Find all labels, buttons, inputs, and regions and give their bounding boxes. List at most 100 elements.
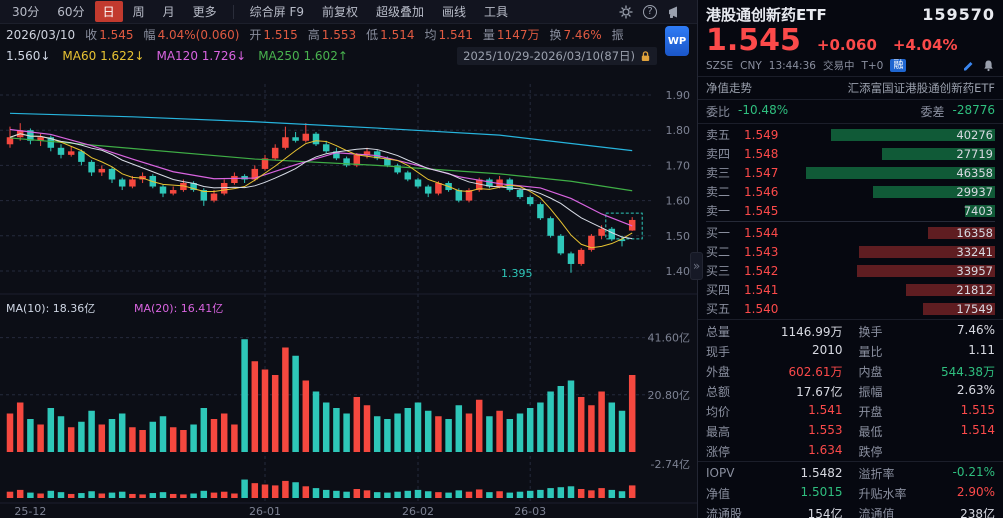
order-book-row-ask[interactable]: 卖五 1.549 40276 [706, 125, 995, 144]
volume-bars [6, 339, 636, 452]
bid-price: 1.544 [744, 225, 779, 240]
stat-流通值: 流通值 238亿 [858, 506, 996, 518]
quote-stat-换: 换 7.46% [549, 28, 602, 42]
bid-level-label: 买五 [706, 302, 731, 316]
mini-volume-bars [6, 479, 636, 498]
period-tab-月[interactable]: 月 [162, 5, 175, 19]
order-book-row-bid[interactable]: 买三 1.542 33957 [706, 261, 995, 280]
menu-item-综合屏 F9[interactable]: 综合屏 F9 [249, 5, 304, 19]
order-book-row-bid[interactable]: 买四 1.541 21812 [706, 280, 995, 299]
order-imbalance-row: 委比 -10.48% 委差 -28776 [698, 100, 1003, 124]
menu-item-画线[interactable]: 画线 [442, 5, 467, 19]
depth-bar-wrap: 46358 [806, 166, 995, 180]
stat-量比: 量比 1.11 [858, 342, 996, 359]
depth-bar [856, 264, 995, 277]
quote-stat-低: 低 1.514 [366, 28, 415, 42]
bid-level-label: 买一 [706, 226, 731, 240]
tab-nav-trend[interactable]: 净值走势 [706, 81, 752, 95]
toolbar-icons: ? [619, 4, 693, 19]
quote-stat-开: 开 1.515 [249, 28, 298, 42]
ask-price: 1.549 [744, 127, 779, 142]
svg-text:25-12: 25-12 [14, 505, 46, 518]
period-tab-更多[interactable]: 更多 [192, 5, 217, 19]
order-book-row-ask[interactable]: 卖一 1.545 7403 [706, 201, 995, 220]
bid-volume: 17549 [956, 301, 993, 316]
date-label: 2026/03/10 [6, 27, 76, 42]
bell-icon[interactable] [982, 59, 995, 72]
period-tab-周[interactable]: 周 [132, 5, 145, 19]
menu-item-工具[interactable]: 工具 [484, 5, 509, 19]
svg-text:MA(10): 18.36亿: MA(10): 18.36亿 [6, 302, 95, 315]
stats-row: 总额 17.67亿 振幅 2.63% [706, 381, 995, 401]
order-book-row-bid[interactable]: 买二 1.543 33241 [706, 242, 995, 261]
ma-values: 1.560↓ MA60 1.622↓ MA120 1.726↓ MA250 1.602… [6, 49, 348, 63]
ask-volume: 46358 [956, 165, 993, 180]
lock-icon [641, 50, 650, 61]
svg-text:1.50: 1.50 [666, 230, 691, 243]
quote-stat-均: 均 1.541 [424, 28, 473, 42]
stat-流通股: 流通股 154亿 [706, 506, 843, 518]
period-tab-30分[interactable]: 30分 [12, 5, 40, 19]
period-tab-日[interactable]: 日 [94, 1, 123, 22]
svg-text:1.395: 1.395 [501, 267, 533, 280]
ma-indicator-MA120: MA120 1.726↓ [156, 48, 247, 63]
order-book-row-ask[interactable]: 卖三 1.547 46358 [706, 163, 995, 182]
depth-bar [923, 302, 995, 315]
order-book-row-ask[interactable]: 卖四 1.548 27719 [706, 144, 995, 163]
pen-icon[interactable] [962, 59, 975, 72]
order-book-row-ask[interactable]: 卖二 1.546 29937 [706, 182, 995, 201]
depth-bar [872, 185, 995, 198]
ask-level-label: 卖一 [706, 204, 731, 218]
chart-toolbar: 30分 60分日周 月 更多 综合屏 F9 前复权 超级叠加 画线 工具 ? [0, 0, 697, 24]
svg-text:26-03: 26-03 [514, 505, 546, 518]
stats-row: 外盘 602.61万 内盘 544.38万 [706, 361, 995, 381]
ask-level-label: 卖二 [706, 185, 731, 199]
menu-item-前复权[interactable]: 前复权 [321, 5, 358, 19]
bid-price: 1.542 [744, 263, 779, 278]
trading-status: 交易中 [822, 60, 855, 72]
price-change: +0.060 [816, 36, 877, 54]
depth-bar [859, 245, 995, 258]
settings-gear-icon[interactable] [619, 5, 633, 19]
ask-price: 1.547 [744, 165, 779, 180]
ask-price: 1.548 [744, 146, 779, 161]
currency-label: CNY [740, 59, 762, 72]
period-tab-60分[interactable]: 60分 [57, 5, 85, 19]
depth-bar [882, 147, 995, 160]
candlestick-chart[interactable]: 1.90 1.80 1.70 1.60 1.50 1.40 41.60亿 20.80亿 -2.7… [0, 66, 697, 518]
depth-bar-wrap: 33241 [806, 245, 995, 259]
axis-labels: 1.90 1.80 1.70 1.60 1.50 1.40 41.60亿 20.80亿 -2.7… [6, 89, 690, 518]
order-book: 卖五 1.549 40276 卖四 1.548 27719 卖三 1.547 46358 卖二 1.… [698, 124, 1003, 319]
bid-volume: 33957 [956, 263, 993, 278]
ma-indicator-bar: 1.560↓ MA60 1.622↓ MA120 1.726↓ MA250 1.602… [0, 45, 697, 66]
ask-price: 1.545 [744, 203, 779, 218]
stat-IOPV: IOPV 1.5482 [706, 466, 843, 480]
menu-item-超级叠加[interactable]: 超级叠加 [376, 5, 425, 19]
stats-row: IOPV 1.5482 溢折率 -0.21% [706, 463, 995, 483]
svg-text:1.70: 1.70 [666, 159, 691, 172]
bid-volume: 33241 [956, 244, 993, 259]
quote-time: 13:44:36 [768, 59, 816, 72]
wp-widget-badge[interactable]: WP [665, 26, 689, 56]
stat-跌停: 跌停 [858, 444, 883, 459]
date-range-selector[interactable]: 2025/10/29-2026/03/10(87日) [457, 46, 657, 65]
help-icon[interactable]: ? [643, 4, 657, 19]
ma-indicator: 1.560↓ [6, 48, 51, 63]
bid-volume: 16358 [956, 225, 993, 240]
panel-collapse-handle[interactable]: » [690, 252, 703, 280]
period-tabs: 30分 60分日周 月 更多 [4, 1, 225, 22]
ask-price: 1.546 [744, 184, 779, 199]
quote-subnav: 净值走势 汇添富国证港股通创新药ETF [698, 76, 1003, 100]
stat-均价: 均价 1.541 [706, 402, 843, 419]
order-book-row-bid[interactable]: 买一 1.544 16358 [706, 223, 995, 242]
announcement-icon[interactable] [667, 5, 681, 19]
weicha-value: -28776 [952, 103, 995, 117]
order-book-row-bid[interactable]: 买五 1.540 17549 [706, 299, 995, 318]
chart-panel: 30分 60分日周 月 更多 综合屏 F9 前复权 超级叠加 画线 工具 ? [0, 0, 697, 518]
bid-level-label: 买二 [706, 245, 731, 259]
stat-总额: 总额 17.67亿 [706, 384, 843, 399]
svg-text:41.60亿: 41.60亿 [648, 332, 691, 345]
stats-row: 总量 1146.99万 换手 7.46% [706, 321, 995, 341]
quote-stat-收: 收 1.545 [85, 28, 134, 42]
stat-换手: 换手 7.46% [858, 322, 996, 339]
